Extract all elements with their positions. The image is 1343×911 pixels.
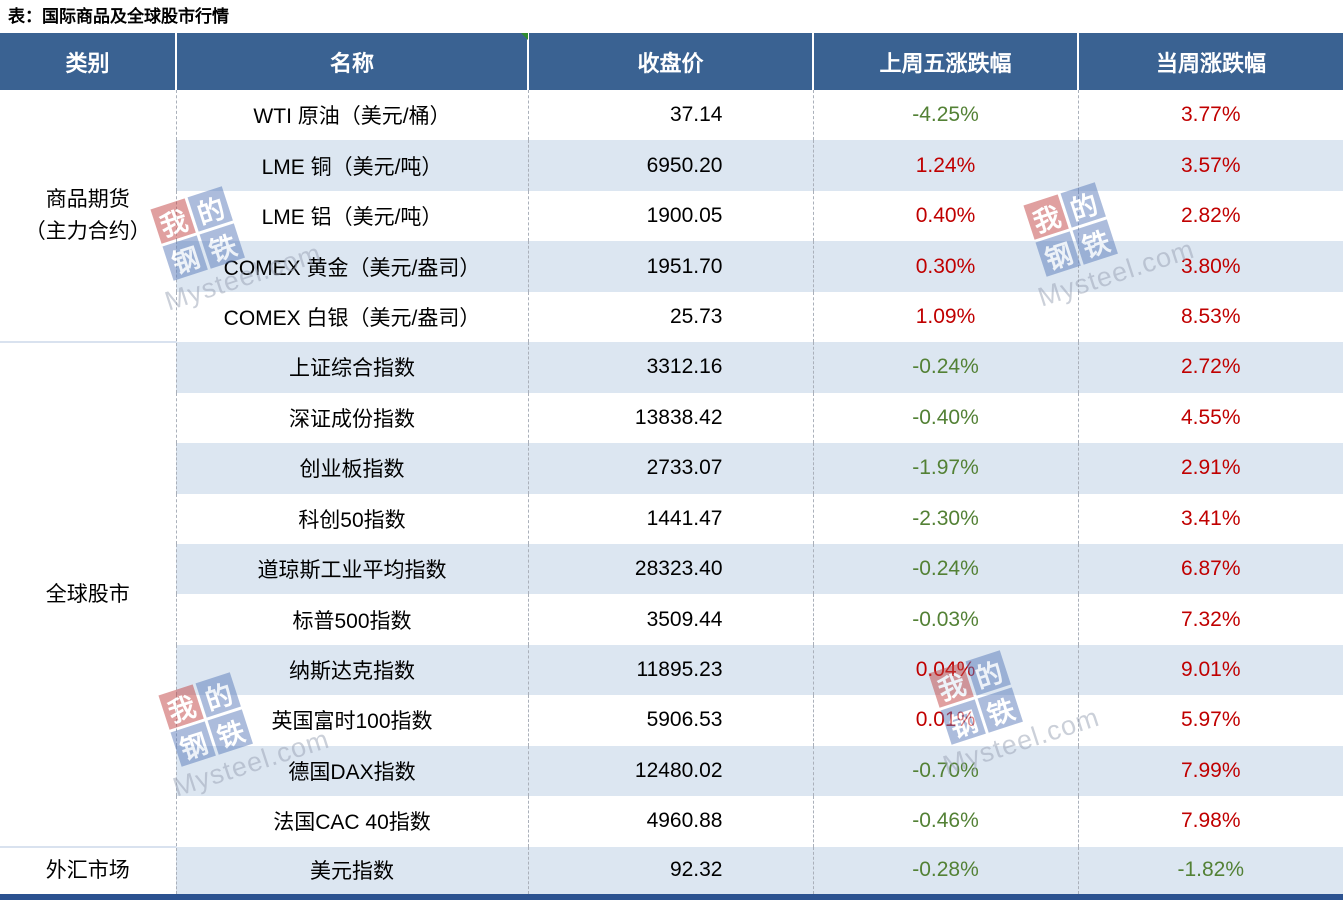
table-row: 德国DAX指数 12480.02 -0.70% 7.99%	[0, 745, 1343, 797]
last-friday-change: -0.24%	[812, 342, 1078, 393]
header-category: 类别	[0, 33, 176, 90]
week-change: 3.41%	[1077, 493, 1343, 544]
last-friday-change: -4.25%	[812, 90, 1078, 141]
close-price: 1441.47	[527, 493, 813, 544]
category-cell-forex: 外汇市场	[0, 845, 176, 897]
close-price: 4960.88	[527, 796, 813, 847]
instrument-name: LME 铝（美元/吨）	[175, 190, 528, 242]
category-cell-global-stocks: 全球股市	[0, 341, 176, 847]
last-friday-change: 0.01%	[812, 695, 1078, 746]
table-row: 深证成份指数 13838.42 -0.40% 4.55%	[0, 392, 1343, 444]
last-friday-change: 0.40%	[812, 190, 1078, 242]
header-name: 名称	[175, 33, 528, 90]
close-price: 2733.07	[527, 443, 813, 494]
last-friday-change: -1.97%	[812, 443, 1078, 494]
table-row: LME 铝（美元/吨） 1900.05 0.40% 2.82%	[0, 190, 1343, 242]
close-price: 1951.70	[527, 241, 813, 292]
instrument-name: 标普500指数	[175, 594, 528, 645]
cell-comment-marker-icon	[521, 33, 528, 40]
instrument-name: COMEX 白银（美元/盎司）	[175, 291, 528, 343]
table-row: 英国富时100指数 5906.53 0.01% 5.97%	[0, 695, 1343, 746]
instrument-name: 美元指数	[175, 846, 528, 897]
week-change: 7.32%	[1077, 594, 1343, 645]
last-friday-change: -0.28%	[812, 846, 1078, 897]
table-row: COMEX 黄金（美元/盎司） 1951.70 0.30% 3.80%	[0, 241, 1343, 292]
table-row: LME 铜（美元/吨） 6950.20 1.24% 3.57%	[0, 140, 1343, 191]
close-price: 28323.40	[527, 543, 813, 595]
page-title: 表：国际商品及全球股市行情	[8, 7, 229, 26]
instrument-name: 英国富时100指数	[175, 695, 528, 746]
last-friday-change: 0.04%	[812, 644, 1078, 696]
table-row: 纳斯达克指数 11895.23 0.04% 9.01%	[0, 644, 1343, 696]
close-price: 3509.44	[527, 594, 813, 645]
close-price: 37.14	[527, 90, 813, 141]
week-change: 3.77%	[1077, 90, 1343, 141]
instrument-name: 上证综合指数	[175, 342, 528, 393]
week-change: 8.53%	[1077, 291, 1343, 343]
week-change: 3.80%	[1077, 241, 1343, 292]
week-change: 2.82%	[1077, 190, 1343, 242]
table-row: 标普500指数 3509.44 -0.03% 7.32%	[0, 594, 1343, 645]
instrument-name: 科创50指数	[175, 493, 528, 544]
week-change: 7.99%	[1077, 745, 1343, 797]
table-row: 全球股市 上证综合指数 3312.16 -0.24% 2.72%	[0, 341, 1343, 847]
instrument-name: 德国DAX指数	[175, 745, 528, 797]
table-row: COMEX 白银（美元/盎司） 25.73 1.09% 8.53%	[0, 291, 1343, 343]
instrument-name: 深证成份指数	[175, 392, 528, 444]
instrument-name: 纳斯达克指数	[175, 644, 528, 696]
table-row: 道琼斯工业平均指数 28323.40 -0.24% 6.87%	[0, 543, 1343, 595]
table-row: 外汇市场 美元指数 92.32 -0.28% -1.82%	[0, 845, 1343, 897]
table-row: 商品期货 （主力合约） WTI 原油（美元/桶） 37.14 -4.25% 3.…	[0, 90, 1343, 343]
instrument-name: COMEX 黄金（美元/盎司）	[175, 241, 528, 292]
close-price: 25.73	[527, 291, 813, 343]
header-close: 收盘价	[527, 33, 813, 90]
header-last-friday-change: 上周五涨跌幅	[812, 33, 1078, 90]
close-price: 92.32	[527, 846, 813, 897]
instrument-name: 道琼斯工业平均指数	[175, 543, 528, 595]
instrument-name: LME 铜（美元/吨）	[175, 140, 528, 191]
last-friday-change: 1.09%	[812, 291, 1078, 343]
last-friday-change: 1.24%	[812, 140, 1078, 191]
last-friday-change: -2.30%	[812, 493, 1078, 544]
table-row: 科创50指数 1441.47 -2.30% 3.41%	[0, 493, 1343, 544]
close-price: 13838.42	[527, 392, 813, 444]
week-change: -1.82%	[1077, 846, 1343, 897]
last-friday-change: 0.30%	[812, 241, 1078, 292]
close-price: 3312.16	[527, 342, 813, 393]
close-price: 12480.02	[527, 745, 813, 797]
category-cell-commodity-futures: 商品期货 （主力合约）	[0, 90, 176, 343]
week-change: 7.98%	[1077, 796, 1343, 847]
close-price: 6950.20	[527, 140, 813, 191]
last-friday-change: -0.24%	[812, 543, 1078, 595]
week-change: 4.55%	[1077, 392, 1343, 444]
instrument-name: 法国CAC 40指数	[175, 796, 528, 847]
market-table: 类别 名称 收盘价 上周五涨跌幅 当周涨跌幅 商品期货 （主力合约） WTI 原…	[0, 33, 1343, 900]
week-change: 2.91%	[1077, 443, 1343, 494]
instrument-name: WTI 原油（美元/桶）	[175, 90, 528, 141]
close-price: 5906.53	[527, 695, 813, 746]
table-row: 法国CAC 40指数 4960.88 -0.46% 7.98%	[0, 796, 1343, 847]
header-row: 类别 名称 收盘价 上周五涨跌幅 当周涨跌幅	[0, 33, 1343, 90]
week-change: 2.72%	[1077, 342, 1343, 393]
table-row: 创业板指数 2733.07 -1.97% 2.91%	[0, 443, 1343, 494]
header-week-change: 当周涨跌幅	[1077, 33, 1343, 90]
week-change: 3.57%	[1077, 140, 1343, 191]
week-change: 5.97%	[1077, 695, 1343, 746]
instrument-name: 创业板指数	[175, 443, 528, 494]
last-friday-change: -0.70%	[812, 745, 1078, 797]
week-change: 6.87%	[1077, 543, 1343, 595]
close-price: 1900.05	[527, 190, 813, 242]
close-price: 11895.23	[527, 644, 813, 696]
last-friday-change: -0.46%	[812, 796, 1078, 847]
last-friday-change: -0.40%	[812, 392, 1078, 444]
last-friday-change: -0.03%	[812, 594, 1078, 645]
week-change: 9.01%	[1077, 644, 1343, 696]
